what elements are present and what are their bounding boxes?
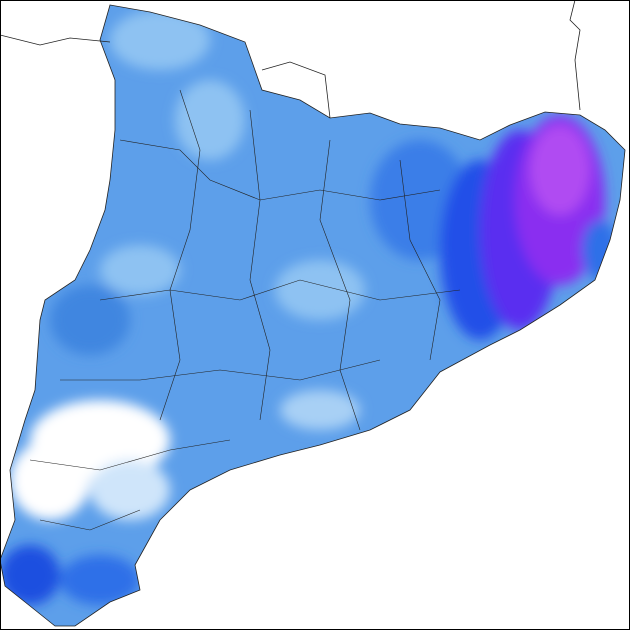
wet-area	[60, 555, 140, 605]
neighbor-border	[261, 61, 331, 119]
neighbor-border	[0, 34, 111, 46]
wet-area	[0, 545, 60, 605]
county-lines	[29, 89, 461, 531]
county-line	[249, 109, 271, 421]
dry-area	[10, 440, 90, 520]
county-line	[99, 279, 461, 301]
light-area	[280, 390, 360, 430]
light-area	[175, 80, 245, 160]
county-line	[319, 139, 361, 431]
very-wet-area	[530, 125, 590, 215]
light-area	[110, 10, 210, 70]
county-line	[399, 159, 441, 361]
dry-area	[90, 460, 170, 520]
mid-area	[50, 285, 130, 355]
county-line	[39, 509, 141, 531]
county-line	[29, 439, 231, 471]
region-outline	[0, 4, 626, 627]
county-line	[60, 359, 381, 381]
county-line	[159, 89, 201, 421]
light-area	[100, 245, 180, 295]
neighbor-border	[569, 0, 581, 111]
light-area	[275, 260, 365, 320]
